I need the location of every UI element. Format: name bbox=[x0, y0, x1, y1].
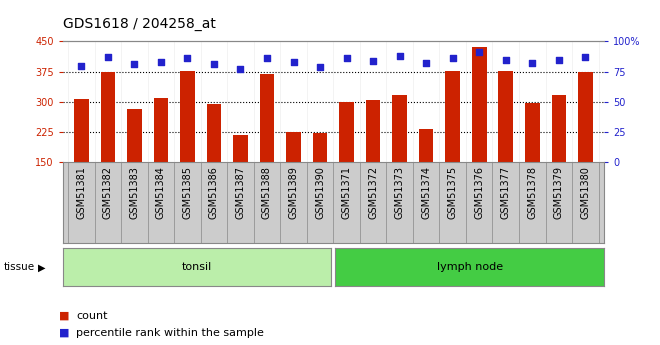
Point bbox=[341, 56, 352, 61]
Point bbox=[580, 54, 591, 60]
Bar bbox=[100, 72, 115, 162]
Bar bbox=[74, 99, 88, 162]
Point bbox=[447, 56, 458, 61]
Text: tissue: tissue bbox=[3, 263, 34, 272]
Text: GSM51378: GSM51378 bbox=[527, 166, 537, 219]
Text: GSM51371: GSM51371 bbox=[342, 166, 352, 219]
Text: GSM51383: GSM51383 bbox=[129, 166, 139, 219]
Text: GSM51379: GSM51379 bbox=[554, 166, 564, 219]
Bar bbox=[313, 133, 327, 162]
Text: ▶: ▶ bbox=[38, 263, 46, 272]
Text: count: count bbox=[76, 311, 108, 321]
Text: GSM51384: GSM51384 bbox=[156, 166, 166, 219]
Bar bbox=[127, 109, 142, 162]
Bar bbox=[286, 132, 301, 162]
Bar bbox=[366, 100, 380, 162]
Point bbox=[527, 60, 537, 66]
Point bbox=[394, 53, 405, 59]
Text: lymph node: lymph node bbox=[436, 263, 503, 272]
Text: GSM51387: GSM51387 bbox=[236, 166, 246, 219]
Text: tonsil: tonsil bbox=[182, 263, 212, 272]
Point bbox=[474, 49, 484, 55]
Point bbox=[500, 57, 511, 62]
Bar bbox=[154, 98, 168, 162]
Bar bbox=[578, 72, 593, 162]
Text: GSM51385: GSM51385 bbox=[182, 166, 192, 219]
Point bbox=[288, 59, 299, 65]
Point bbox=[156, 59, 166, 65]
Bar bbox=[392, 95, 407, 162]
Point bbox=[235, 66, 246, 72]
Text: GSM51380: GSM51380 bbox=[580, 166, 590, 219]
Point bbox=[421, 60, 432, 66]
Bar bbox=[233, 135, 248, 162]
Text: percentile rank within the sample: percentile rank within the sample bbox=[76, 328, 264, 338]
Point bbox=[554, 57, 564, 62]
Bar bbox=[339, 102, 354, 162]
Point bbox=[262, 56, 273, 61]
Text: ■: ■ bbox=[59, 311, 70, 321]
Bar bbox=[498, 71, 513, 162]
Bar bbox=[446, 71, 460, 162]
Point bbox=[209, 61, 219, 67]
Bar bbox=[525, 103, 540, 162]
Text: GSM51386: GSM51386 bbox=[209, 166, 219, 219]
Text: GSM51373: GSM51373 bbox=[395, 166, 405, 219]
Text: ■: ■ bbox=[59, 328, 70, 338]
Bar bbox=[552, 95, 566, 162]
Text: GSM51375: GSM51375 bbox=[447, 166, 457, 219]
Point bbox=[76, 63, 86, 68]
Bar bbox=[259, 75, 275, 162]
Text: GSM51376: GSM51376 bbox=[475, 166, 484, 219]
Bar bbox=[207, 104, 221, 162]
Text: GSM51389: GSM51389 bbox=[288, 166, 298, 219]
Point bbox=[129, 61, 140, 67]
Text: GSM51377: GSM51377 bbox=[501, 166, 511, 219]
Text: GDS1618 / 204258_at: GDS1618 / 204258_at bbox=[63, 17, 216, 31]
Bar bbox=[419, 129, 434, 162]
Point bbox=[182, 56, 193, 61]
Point bbox=[102, 54, 113, 60]
Text: GSM51390: GSM51390 bbox=[315, 166, 325, 219]
Point bbox=[368, 58, 378, 63]
Text: GSM51381: GSM51381 bbox=[77, 166, 86, 219]
Point bbox=[315, 64, 325, 70]
Text: GSM51374: GSM51374 bbox=[421, 166, 431, 219]
Bar bbox=[472, 47, 486, 162]
Text: GSM51382: GSM51382 bbox=[103, 166, 113, 219]
Bar bbox=[180, 71, 195, 162]
Text: GSM51388: GSM51388 bbox=[262, 166, 272, 219]
Text: GSM51372: GSM51372 bbox=[368, 166, 378, 219]
